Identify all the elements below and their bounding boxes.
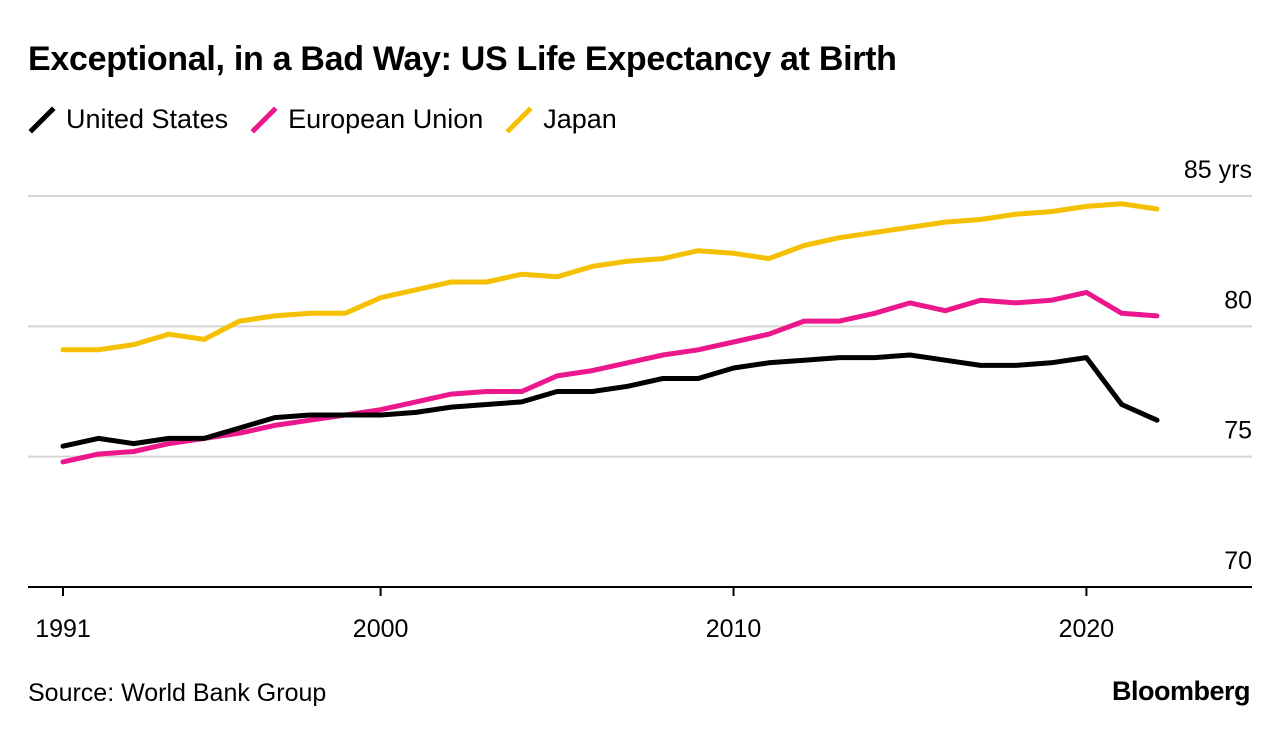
legend-label-united-states: United States — [66, 104, 229, 134]
legend: United States European Union Japan — [28, 104, 639, 135]
legend-swatch-japan — [505, 105, 533, 134]
series-line-united-states — [60, 352, 1160, 449]
x-tick-label-2010: 2010 — [706, 615, 762, 643]
series-line-european-union — [60, 289, 1160, 465]
legend-item-japan: Japan — [505, 104, 617, 135]
chart-title: Exceptional, in a Bad Way: US Life Expec… — [28, 40, 897, 78]
legend-item-united-states: United States — [28, 104, 228, 135]
legend-label-european-union: European Union — [288, 104, 484, 134]
y-tick-label-70: 70 — [1224, 547, 1252, 575]
x-tick-label-2000: 2000 — [353, 615, 409, 643]
legend-swatch-european-union — [250, 105, 278, 134]
source-note: Source: World Bank Group — [28, 679, 327, 707]
legend-item-european-union: European Union — [250, 104, 483, 135]
y-tick-label-85: 85 yrs — [1184, 156, 1252, 184]
legend-swatch-united-states — [28, 105, 56, 134]
y-tick-label-75: 75 — [1224, 417, 1252, 445]
x-tick-label-1991: 1991 — [35, 615, 91, 643]
legend-label-japan: Japan — [543, 104, 617, 134]
y-tick-label-80: 80 — [1224, 286, 1252, 314]
x-tick-label-2020: 2020 — [1059, 615, 1115, 643]
bloomberg-logo: Bloomberg — [1111, 676, 1251, 706]
series-line-japan — [60, 201, 1160, 353]
